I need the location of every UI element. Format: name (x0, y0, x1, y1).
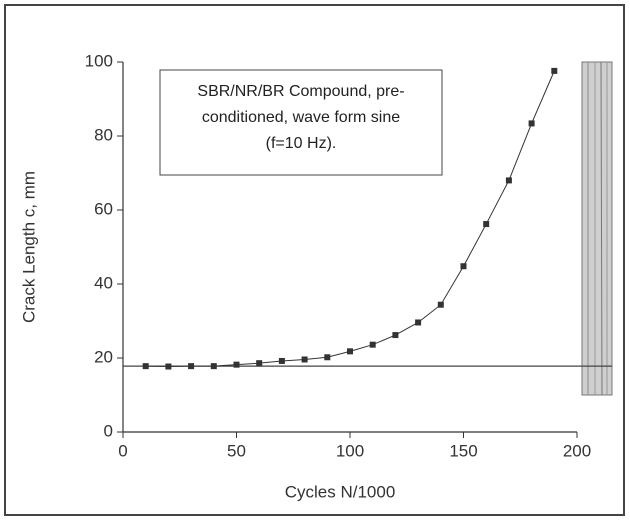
y-tick-label: 80 (94, 125, 113, 144)
y-tick-label: 100 (85, 51, 113, 70)
data-point (415, 319, 422, 326)
data-point (437, 301, 444, 308)
data-point (551, 67, 558, 74)
x-tick-label: 200 (563, 441, 591, 460)
annotation: (f=10 Hz). (266, 135, 337, 152)
x-tick-label: 150 (449, 441, 477, 460)
data-point (505, 177, 512, 184)
x-axis-label: Cycles N/1000 (285, 482, 396, 501)
y-tick-label: 20 (94, 347, 113, 366)
data-point (188, 363, 195, 370)
data-point (369, 341, 376, 348)
data-point (256, 360, 263, 367)
data-point (347, 348, 353, 355)
data-point (392, 332, 399, 339)
data-point (142, 363, 149, 370)
annotation: conditioned, wave form sine (202, 109, 400, 126)
data-point (324, 354, 331, 361)
data-point (278, 357, 285, 364)
y-tick-label: 0 (104, 421, 113, 440)
y-axis-label: Crack Length c, mm (19, 171, 38, 323)
specimen-image (581, 61, 613, 396)
data-point (483, 221, 490, 228)
data-point (165, 363, 172, 370)
frame (4, 4, 625, 516)
y-tick-label: 60 (94, 199, 113, 218)
data-point (210, 363, 217, 370)
annotation-box (159, 69, 443, 176)
x-tick-label: 0 (118, 441, 127, 460)
data-point (528, 120, 535, 127)
y-tick-label: 40 (94, 273, 113, 292)
x-tick-label: 50 (227, 441, 246, 460)
data-point (301, 356, 308, 363)
annotation: SBR/NR/BR Compound, pre- (197, 83, 404, 100)
data-point (460, 263, 467, 270)
data-point (233, 361, 240, 368)
x-tick-label: 100 (336, 441, 364, 460)
